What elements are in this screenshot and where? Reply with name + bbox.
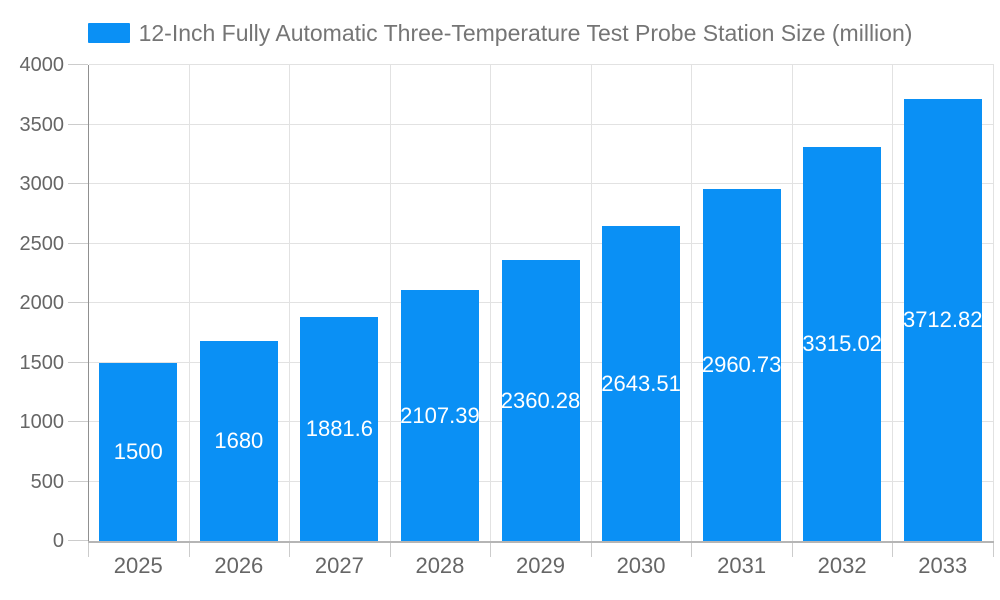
bar-2028[interactable]: 2107.39 — [400, 290, 479, 541]
bar-2029[interactable]: 2360.28 — [501, 260, 580, 541]
legend-swatch-icon — [87, 23, 130, 43]
gridline-horizontal — [89, 64, 994, 65]
x-axis-label: 2030 — [616, 553, 666, 578]
y-axis-label: 2000 — [19, 292, 65, 314]
gridline-horizontal — [89, 183, 994, 184]
y-axis-label: 4000 — [19, 54, 65, 76]
x-axis-label: 2026 — [214, 553, 264, 578]
x-axis-label: 2031 — [717, 553, 767, 578]
x-axis-tick — [490, 543, 492, 557]
x-axis-tick — [791, 543, 793, 557]
y-axis-tick — [68, 242, 88, 244]
y-axis-label: 1000 — [19, 411, 65, 433]
bar-2033[interactable]: 3712.82 — [903, 99, 982, 541]
legend-label: 12-Inch Fully Automatic Three-Temperatur… — [138, 19, 913, 46]
y-axis-label: 1500 — [19, 351, 65, 374]
gridline-vertical — [691, 65, 693, 541]
x-axis-label: 2025 — [113, 553, 163, 578]
y-axis-line — [88, 65, 89, 541]
bar-2026[interactable]: 1680 — [199, 341, 278, 541]
x-axis-tick — [188, 543, 190, 557]
gridline-vertical — [389, 65, 391, 541]
bar-value-label: 1881.6 — [305, 416, 374, 442]
gridline-vertical — [490, 65, 492, 541]
bar-2031[interactable]: 2960.73 — [702, 188, 781, 541]
x-axis-label: 2033 — [918, 553, 968, 578]
bar-2032[interactable]: 3315.02 — [803, 146, 882, 541]
x-axis-tick — [590, 543, 592, 557]
gridline-vertical — [590, 65, 592, 541]
bar-value-label: 2360.28 — [501, 387, 580, 413]
legend-item[interactable]: 12-Inch Fully Automatic Three-Temperatur… — [0, 20, 1000, 46]
y-axis-tick — [68, 480, 88, 482]
bar-value-label: 1680 — [214, 428, 264, 454]
gridline-vertical — [188, 65, 190, 541]
x-axis-tick — [289, 543, 291, 557]
y-axis-tick — [68, 123, 88, 125]
y-axis-label: 3000 — [19, 173, 65, 195]
bar-2025[interactable]: 1500 — [99, 362, 178, 541]
y-axis-tick — [68, 421, 88, 422]
gridline-vertical — [993, 65, 994, 541]
x-axis-label: 2029 — [516, 553, 565, 578]
y-axis-tick — [68, 361, 88, 363]
x-axis-label: 2028 — [415, 553, 465, 578]
y-axis-label: 0 — [52, 530, 64, 552]
x-axis-tick — [993, 543, 994, 557]
x-axis-tick — [892, 543, 894, 557]
bar-value-label: 1500 — [113, 438, 163, 464]
gridline-vertical — [892, 65, 894, 541]
x-axis-tick — [88, 543, 89, 557]
bar-value-label: 2107.39 — [400, 402, 479, 428]
bar-value-label: 2643.51 — [602, 370, 681, 396]
y-axis-label: 3500 — [19, 113, 65, 136]
bar-value-label: 3315.02 — [803, 330, 882, 356]
x-axis-label: 2032 — [817, 553, 867, 578]
y-axis-label: 2500 — [19, 232, 65, 255]
gridline-horizontal — [89, 242, 994, 244]
y-axis-tick — [68, 64, 88, 65]
x-axis-tick — [691, 543, 693, 557]
x-axis-label: 2027 — [314, 553, 364, 578]
gridline-vertical — [289, 65, 291, 541]
bar-value-label: 3712.82 — [903, 307, 982, 333]
gridline-horizontal — [89, 123, 994, 125]
y-axis-label: 500 — [30, 470, 64, 493]
gridline-vertical — [791, 65, 793, 541]
bar-2030[interactable]: 2643.51 — [602, 226, 681, 541]
x-axis-tick — [389, 543, 391, 557]
y-axis-tick — [68, 540, 88, 541]
bar-2027[interactable]: 1881.6 — [300, 317, 379, 541]
y-axis-tick — [68, 183, 88, 184]
x-axis-line — [88, 541, 994, 543]
bar-value-label: 2960.73 — [702, 351, 781, 377]
y-axis-tick — [68, 302, 88, 303]
